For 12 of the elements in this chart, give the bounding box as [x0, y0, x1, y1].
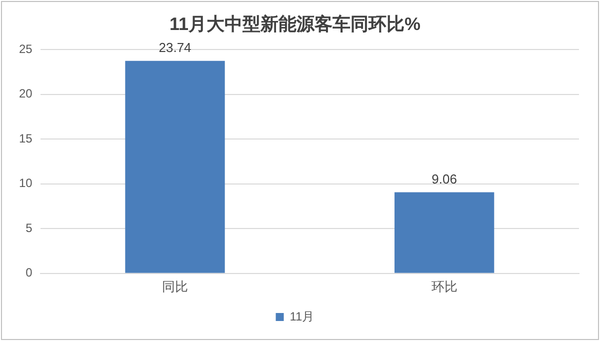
y-tick-label: 15 [18, 131, 33, 146]
x-tick-label: 环比 [431, 278, 458, 294]
y-tick-label: 25 [18, 42, 33, 56]
x-tick-label: 同比 [162, 278, 188, 294]
data-label: 9.06 [432, 171, 457, 186]
y-tick-label: 5 [26, 220, 33, 235]
y-tick-label: 10 [18, 176, 33, 190]
y-tick-label: 20 [18, 86, 33, 101]
y-tick-label: 0 [26, 266, 33, 280]
legend-label: 11月 [290, 309, 314, 324]
data-label: 23.74 [158, 40, 192, 55]
chart-title: 11月大中型新能源客车同环比% [169, 14, 421, 34]
